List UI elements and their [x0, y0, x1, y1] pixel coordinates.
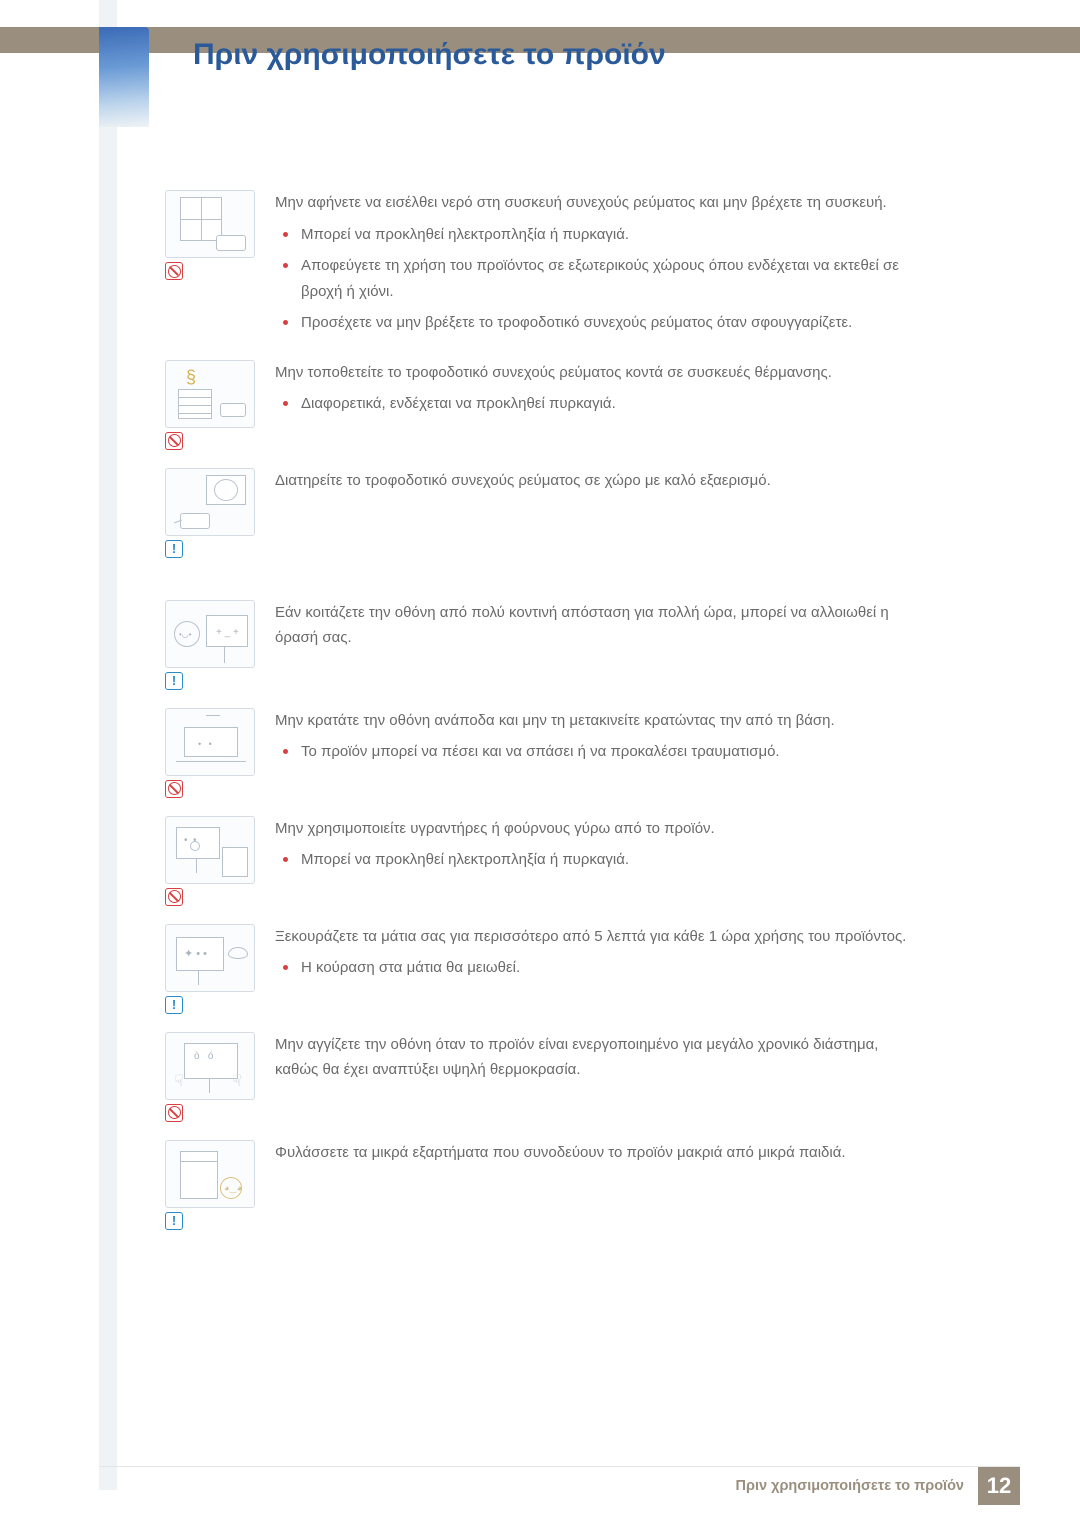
- info-icon: [165, 540, 183, 558]
- bullet-item: Αποφεύγετε τη χρήση του προϊόντος σε εξω…: [275, 253, 925, 304]
- icon-column: [165, 468, 275, 558]
- text-column: Μην αγγίζετε την οθόνη όταν το προϊόν εί…: [275, 1032, 925, 1083]
- safety-section: + _ + •◡• Εάν κοιτάζετε την οθόνη από πο…: [165, 600, 925, 690]
- safety-section: Μην αφήνετε να εισέλθει νερό στη συσκευή…: [165, 190, 925, 342]
- prohibit-icon: [165, 432, 183, 450]
- icon-column: ✦ • •: [165, 924, 275, 1014]
- section-intro: Ξεκουράζετε τα μάτια σας για περισσότερο…: [275, 924, 925, 950]
- bullet-item: Το προϊόν μπορεί να πέσει και να σπάσει …: [275, 739, 925, 765]
- diagram-ventilation: [165, 468, 255, 536]
- diagram-humidifier: • •: [165, 816, 255, 884]
- diagram-upside-down: • •: [165, 708, 255, 776]
- icon-column: + _ + •◡•: [165, 600, 275, 690]
- info-icon: [165, 996, 183, 1014]
- diagram-eyestrain: + _ + •◡•: [165, 600, 255, 668]
- text-column: Μην αφήνετε να εισέλθει νερό στη συσκευή…: [275, 190, 925, 342]
- bullet-list: Μπορεί να προκληθεί ηλεκτροπληξία ή πυρκ…: [275, 222, 925, 336]
- corner-accent: [99, 27, 149, 127]
- bullet-item: Διαφορετικά, ενδέχεται να προκληθεί πυρκ…: [275, 391, 925, 417]
- safety-section: Διατηρείτε το τροφοδοτικό συνεχούς ρεύμα…: [165, 468, 925, 558]
- icon-column: • •: [165, 708, 275, 798]
- page-number: 12: [978, 1467, 1020, 1505]
- section-intro: Μην κρατάτε την οθόνη ανάποδα και μην τη…: [275, 708, 925, 734]
- safety-section: ò ó ☟ ☟ Μην αγγίζετε την οθόνη όταν το π…: [165, 1032, 925, 1122]
- section-intro: Μην αγγίζετε την οθόνη όταν το προϊόν εί…: [275, 1032, 925, 1083]
- safety-section: • • Μην κρατάτε την οθόνη ανάποδα και μη…: [165, 708, 925, 798]
- text-column: Μην τοποθετείτε το τροφοδοτικό συνεχούς …: [275, 360, 925, 423]
- section-intro: Εάν κοιτάζετε την οθόνη από πολύ κοντινή…: [275, 600, 925, 651]
- text-column: Μην χρησιμοποιείτε υγραντήρες ή φούρνους…: [275, 816, 925, 879]
- prohibit-icon: [165, 888, 183, 906]
- prohibit-icon: [165, 780, 183, 798]
- page-title: Πριν χρησιμοποιήσετε το προϊόν: [193, 38, 666, 72]
- text-column: Διατηρείτε το τροφοδοτικό συνεχούς ρεύμα…: [275, 468, 925, 494]
- footer-label: Πριν χρησιμοποιήσετε το προϊόν: [736, 1478, 964, 1494]
- diagram-rest-eyes: ✦ • •: [165, 924, 255, 992]
- bullet-list: Η κούραση στα μάτια θα μειωθεί.: [275, 955, 925, 981]
- icon-column: • •: [165, 816, 275, 906]
- section-intro: Μην χρησιμοποιείτε υγραντήρες ή φούρνους…: [275, 816, 925, 842]
- section-intro: Μην αφήνετε να εισέλθει νερό στη συσκευή…: [275, 190, 925, 216]
- diagram-hot-screen: ò ó ☟ ☟: [165, 1032, 255, 1100]
- section-intro: Διατηρείτε το τροφοδοτικό συνεχούς ρεύμα…: [275, 468, 925, 494]
- info-icon: [165, 672, 183, 690]
- safety-section: ✦ • • Ξεκουράζετε τα μάτια σας για περισ…: [165, 924, 925, 1014]
- prohibit-icon: [165, 1104, 183, 1122]
- page-footer: Πριν χρησιμοποιήσετε το προϊόν 12: [736, 1467, 1020, 1505]
- bullet-item: Μπορεί να προκληθεί ηλεκτροπληξία ή πυρκ…: [275, 222, 925, 248]
- prohibit-icon: [165, 262, 183, 280]
- text-column: Ξεκουράζετε τα μάτια σας για περισσότερο…: [275, 924, 925, 987]
- text-column: Φυλάσσετε τα μικρά εξαρτήματα που συνοδε…: [275, 1140, 925, 1166]
- bullet-item: Προσέχετε να μην βρέξετε το τροφοδοτικό …: [275, 310, 925, 336]
- safety-section: ◕‿◕ Φυλάσσετε τα μικρά εξαρτήματα που συ…: [165, 1140, 925, 1230]
- bullet-item: Η κούραση στα μάτια θα μειωθεί.: [275, 955, 925, 981]
- bullet-list: Το προϊόν μπορεί να πέσει και να σπάσει …: [275, 739, 925, 765]
- info-icon: [165, 1212, 183, 1230]
- bullet-item: Μπορεί να προκληθεί ηλεκτροπληξία ή πυρκ…: [275, 847, 925, 873]
- diagram-small-parts: ◕‿◕: [165, 1140, 255, 1208]
- text-column: Μην κρατάτε την οθόνη ανάποδα και μην τη…: [275, 708, 925, 771]
- safety-section: • • Μην χρησιμοποιείτε υγραντήρες ή φούρ…: [165, 816, 925, 906]
- diagram-heater: §: [165, 360, 255, 428]
- section-intro: Φυλάσσετε τα μικρά εξαρτήματα που συνοδε…: [275, 1140, 925, 1166]
- icon-column: [165, 190, 275, 280]
- section-intro: Μην τοποθετείτε το τροφοδοτικό συνεχούς …: [275, 360, 925, 386]
- icon-column: ◕‿◕: [165, 1140, 275, 1230]
- icon-column: §: [165, 360, 275, 450]
- diagram-water: [165, 190, 255, 258]
- content-area: Μην αφήνετε να εισέλθει νερό στη συσκευή…: [165, 190, 925, 1248]
- text-column: Εάν κοιτάζετε την οθόνη από πολύ κοντινή…: [275, 600, 925, 651]
- icon-column: ò ó ☟ ☟: [165, 1032, 275, 1122]
- bullet-list: Διαφορετικά, ενδέχεται να προκληθεί πυρκ…: [275, 391, 925, 417]
- bullet-list: Μπορεί να προκληθεί ηλεκτροπληξία ή πυρκ…: [275, 847, 925, 873]
- left-stripe: [99, 0, 117, 1490]
- safety-section: § Μην τοποθετείτε το τροφοδοτικό συνεχού…: [165, 360, 925, 450]
